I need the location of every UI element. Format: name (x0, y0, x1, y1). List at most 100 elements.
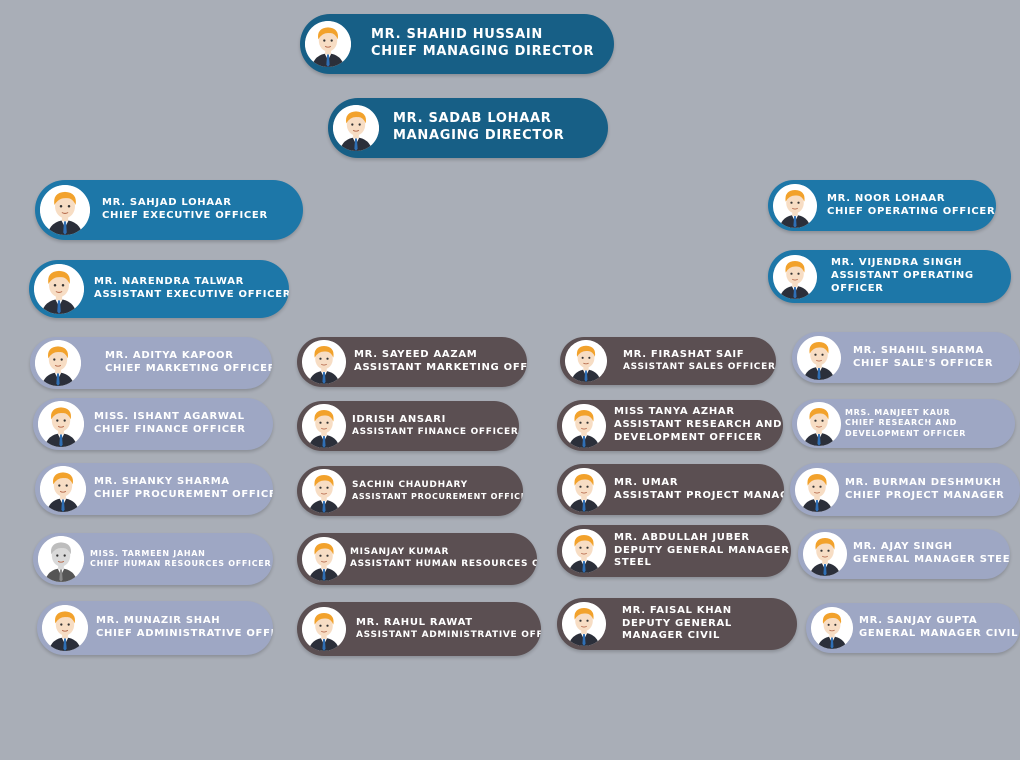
job-title: ASSISTANT PROCUREMENT OFFICER (352, 491, 523, 501)
job-title-line-2: STEEL (614, 557, 652, 569)
node-tarmeen-jahan: MISS. TARMEEN JAHAN CHIEF HUMAN RESOURCES… (33, 533, 273, 585)
job-title: GENERAL MANAGER STEEL (853, 554, 1010, 565)
node-text: MR. NOOR LOHAAR CHIEF OPERATING OFFICER (827, 193, 995, 219)
person-name: MR. NOOR LOHAAR (827, 192, 946, 204)
man-avatar-icon (34, 264, 84, 314)
node-text: MR. RAHUL RAWAT ASSISTANT ADMINISTRATIVE … (356, 617, 541, 641)
node-text: MR. ABDULLAH JUBER DEPUTY GENERAL MANAGER… (614, 532, 790, 570)
node-firashat-saif: MR. FIRASHAT SAIF ASSISTANT SALES OFFICER (560, 337, 776, 385)
node-text: MR. MUNAZIR SHAH CHIEF ADMINISTRATIVE OFF… (96, 615, 273, 641)
node-text: MR. SHANKY SHARMA CHIEF PROCUREMENT OFFIC… (94, 476, 273, 502)
node-text: IDRISH ANSARI ASSISTANT FINANCE OFFICER (352, 414, 518, 438)
job-title: CHIEF EXECUTIVE OFFICER (102, 210, 268, 221)
node-text: MISS TANYA AZHAR ASSISTANT RESEARCH AND DE… (614, 406, 782, 444)
person-name: MR. SHANKY SHARMA (94, 476, 230, 488)
job-title: ASSISTANT ADMINISTRATIVE OFFICER (356, 629, 541, 640)
node-shahid-hussain: MR. SHAHID HUSSAIN CHIEF MANAGING DIRECTO… (300, 14, 614, 74)
node-shanky-sharma: MR. SHANKY SHARMA CHIEF PROCUREMENT OFFIC… (35, 463, 273, 515)
job-title: DEPUTY GENERAL MANAGER (614, 544, 790, 556)
person-name: MR. RAHUL RAWAT (356, 616, 473, 628)
person-name: MR. UMAR (614, 476, 679, 488)
person-name: MISS TANYA AZHAR (614, 406, 735, 418)
node-text: MISS. TARMEEN JAHAN CHIEF HUMAN RESOURCES… (90, 549, 271, 569)
person-name: MR. ADITYA KAPOOR (105, 350, 234, 362)
job-title: ASSISTANT OPERATING (831, 270, 974, 282)
person-name: MISANJAY KUMAR (350, 547, 450, 558)
person-name: MR. FIRASHAT SAIF (623, 348, 745, 360)
man-avatar-icon (35, 340, 81, 386)
job-title: CHIEF RESEARCH AND (845, 418, 957, 428)
person-name: MR. ABDULLAH JUBER (614, 531, 750, 543)
job-title-line-2: MANAGER CIVIL (622, 630, 721, 642)
node-text: MR. FAISAL KHAN DEPUTY GENERAL MANAGER CIV… (622, 605, 732, 643)
node-manjeet-kaur: MRS. MANJEET KAUR CHIEF RESEARCH AND DEVEL… (792, 399, 1015, 448)
job-title-line-2: DEVELOPMENT OFFICER (614, 431, 763, 443)
node-text: MR. SHAHIL SHARMA CHIEF SALE'S OFFICER (853, 345, 993, 371)
node-sachin-chaudhary: SACHIN CHAUDHARY ASSISTANT PROCUREMENT OF… (297, 466, 523, 516)
job-title-line-2: DEVELOPMENT OFFICER (845, 428, 967, 438)
man-avatar-icon (40, 185, 90, 235)
node-text: MR. BURMAN DESHMUKH CHIEF PROJECT MANAGER (845, 477, 1005, 503)
node-sadab-lohaar: MR. SADAB LOHAAR MANAGING DIRECTOR (328, 98, 608, 158)
job-title: ASSISTANT HUMAN RESOURCES OFFICER (350, 559, 537, 569)
job-title: ASSISTANT RESEARCH AND (614, 419, 783, 431)
man-avatar-icon (42, 605, 88, 651)
man-avatar-icon (562, 467, 606, 512)
job-title: ASSISTANT SALES OFFICER (623, 361, 776, 372)
job-title: GENERAL MANAGER CIVIL (859, 628, 1019, 639)
person-name: MR. MUNAZIR SHAH (96, 615, 221, 627)
person-name: MR. SHAHIL SHARMA (853, 344, 984, 356)
person-name: SACHIN CHAUDHARY (352, 480, 468, 491)
job-title: CHIEF ADMINISTRATIVE OFFICER (96, 628, 273, 639)
node-munazir-shah: MR. MUNAZIR SHAH CHIEF ADMINISTRATIVE OFF… (37, 601, 273, 655)
man-avatar-icon (773, 183, 817, 228)
node-ajay-singh: MR. AJAY SINGH GENERAL MANAGER STEEL (798, 529, 1010, 579)
man-avatar-icon (562, 602, 606, 646)
person-name: MR. SAYEED AAZAM (354, 349, 478, 361)
node-noor-lohaar: MR. NOOR LOHAAR CHIEF OPERATING OFFICER (768, 180, 996, 231)
job-title: CHIEF OPERATING OFFICER (827, 205, 996, 217)
person-name: MR. FAISAL KHAN (622, 604, 732, 616)
node-rahul-rawat: MR. RAHUL RAWAT ASSISTANT ADMINISTRATIVE … (297, 602, 541, 656)
node-text: MR. SADAB LOHAAR MANAGING DIRECTOR (393, 111, 564, 144)
node-vijendra-singh: MR. VIJENDRA SINGH ASSISTANT OPERATING OFF… (768, 250, 1011, 303)
person-name: IDRISH ANSARI (352, 413, 447, 425)
node-text: MR. SHAHID HUSSAIN CHIEF MANAGING DIRECTO… (371, 27, 594, 60)
node-text: SACHIN CHAUDHARY ASSISTANT PROCUREMENT OF… (352, 480, 523, 502)
job-title: CHIEF SALE'S OFFICER (853, 357, 994, 369)
person-name: MR. BURMAN DESHMUKH (845, 476, 1002, 488)
node-text: MISANJAY KUMAR ASSISTANT HUMAN RESOURCES … (350, 547, 537, 570)
node-text: MR. NARENDRA TALWAR ASSISTANT EXECUTIVE O… (94, 276, 289, 302)
job-title-line-2: OFFICER (831, 282, 884, 294)
job-title: ASSISTANT PROJECT MANAGER (614, 489, 784, 501)
man-avatar-icon (565, 340, 607, 382)
man-avatar-icon (562, 529, 606, 573)
person-name: MISS. TARMEEN JAHAN (90, 548, 206, 558)
job-title: DEPUTY GENERAL (622, 617, 732, 629)
man-avatar-icon (811, 607, 853, 649)
job-title: CHIEF PROJECT MANAGER (845, 489, 1005, 501)
man-avatar-icon (40, 466, 86, 512)
node-text: MR. SAHJAD LOHAAR CHIEF EXECUTIVE OFFICER (102, 197, 268, 223)
node-sanjay-gupta: MR. SANJAY GUPTA GENERAL MANAGER CIVIL (806, 603, 1020, 653)
person-name: MRS. MANJEET KAUR (845, 408, 951, 418)
person-name: MR. SADAB LOHAAR (393, 111, 552, 127)
node-faisal-khan: MR. FAISAL KHAN DEPUTY GENERAL MANAGER CIV… (557, 598, 797, 650)
node-shahil-sharma: MR. SHAHIL SHARMA CHIEF SALE'S OFFICER (792, 332, 1020, 383)
job-title: CHIEF MANAGING DIRECTOR (371, 44, 595, 59)
person-name: MR. NARENDRA TALWAR (94, 276, 245, 288)
man-avatar-icon (562, 403, 606, 448)
man-avatar-icon (302, 340, 346, 384)
node-sahjad-lohaar: MR. SAHJAD LOHAAR CHIEF EXECUTIVE OFFICER (35, 180, 303, 240)
node-tanya-azhar: MISS TANYA AZHAR ASSISTANT RESEARCH AND DE… (557, 400, 783, 451)
man-avatar-icon (797, 401, 841, 446)
job-title: ASSISTANT EXECUTIVE OFFICER (94, 289, 289, 300)
man-avatar-icon (38, 401, 84, 447)
man-avatar-icon (773, 254, 817, 299)
node-idrish-ansari: IDRISH ANSARI ASSISTANT FINANCE OFFICER (297, 401, 519, 451)
person-name: MR. SANJAY GUPTA (859, 615, 978, 627)
person-name: MISS. ISHANT AGARWAL (94, 411, 245, 423)
